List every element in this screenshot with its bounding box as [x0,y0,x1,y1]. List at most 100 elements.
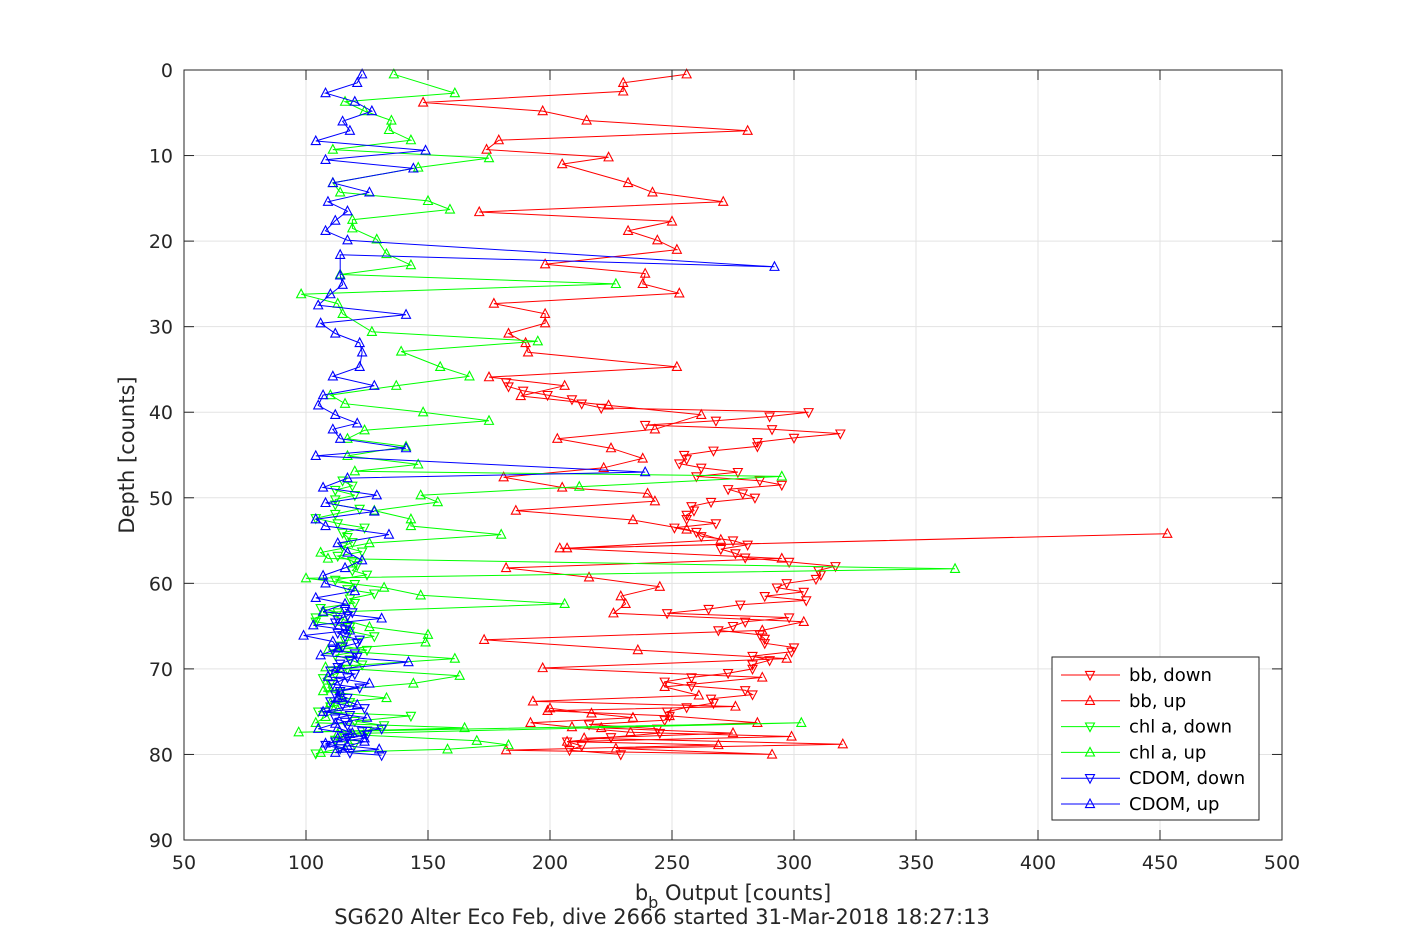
data-point [649,495,661,506]
data-point [329,485,341,497]
y-tick-label: 10 [149,146,173,168]
data-point [673,459,685,470]
data-point [681,523,693,534]
y-tick-label: 80 [149,744,173,766]
data-point [800,596,812,607]
data-point [349,649,361,660]
data-point [320,737,331,748]
data-point [310,613,322,624]
data-point [310,449,322,461]
data-point [405,711,417,723]
data-point [332,732,344,743]
data-point [376,612,388,623]
data-point [742,540,754,551]
data-point [788,433,800,445]
data-point [366,325,378,336]
data-point [464,370,475,381]
data-point [605,442,617,453]
data-point [605,733,617,744]
data-point [627,711,639,722]
data-point [351,561,363,572]
data-point [678,450,690,462]
data-point [544,702,556,713]
x-tick-label: 200 [532,852,568,874]
data-point [342,546,353,557]
data-point [690,472,702,483]
data-point [949,562,961,573]
data-point [354,635,366,646]
data-point [759,639,771,650]
legend-marker [1084,722,1096,733]
data-point [322,670,334,681]
data-point [581,114,593,125]
legend-label: CDOM, up [1129,794,1219,815]
data-point [339,636,351,647]
data-point [349,465,361,476]
data-point [317,388,329,400]
data-point [329,408,341,419]
data-point [539,258,551,269]
data-point [407,162,419,173]
data-point [349,580,361,591]
data-point [751,442,763,453]
data-point [681,515,693,526]
data-point [388,68,400,79]
data-point [395,345,407,356]
x-tick-label: 400 [1020,852,1056,874]
data-point [598,461,610,472]
data-point [342,471,353,483]
data-point [710,416,722,427]
data-point [361,570,373,581]
data-point [373,743,385,754]
legend-marker [1084,797,1096,809]
data-point [610,277,622,289]
data-point [400,442,412,453]
x-tick-label: 500 [1264,852,1300,874]
data-point [390,379,402,390]
data-point [622,224,634,235]
data-point [339,742,351,753]
data-point [368,379,380,390]
legend-label: chl a, up [1129,742,1206,763]
data-point [344,627,356,638]
data-point [705,497,717,509]
y-tick-labels: 0 10 20 30 40 50 60 70 80 90 [149,60,173,852]
data-point [659,677,671,688]
x-axis-title-main: b [635,881,648,905]
data-point [368,589,380,600]
data-point [566,720,578,732]
data-point [334,662,346,674]
data-point [344,124,356,135]
data-point [307,619,319,630]
data-point [776,480,788,492]
data-point [420,636,431,647]
series-line [423,73,1168,755]
data-point [788,643,800,654]
y-tick-label: 0 [161,60,173,82]
data-point [354,336,366,348]
data-point [337,528,349,539]
data-point [385,114,397,125]
data-point [795,716,807,727]
data-point [573,480,585,491]
data-point [734,600,746,611]
data-point [327,370,339,381]
data-point [651,234,663,245]
data-point [334,432,346,443]
data-point [803,408,815,419]
data-point [356,547,368,558]
data-point [732,467,744,479]
data-point [759,634,771,646]
y-tick-label: 30 [149,317,173,339]
data-point [622,176,634,188]
data-point [498,471,510,482]
data-point [376,724,388,735]
data-point [342,532,353,544]
data-point [332,519,344,530]
data-point [483,151,495,163]
data-point [329,746,341,757]
tick-marks [183,69,1283,841]
data-point [300,572,312,583]
data-point [337,307,349,318]
data-point [493,134,505,145]
